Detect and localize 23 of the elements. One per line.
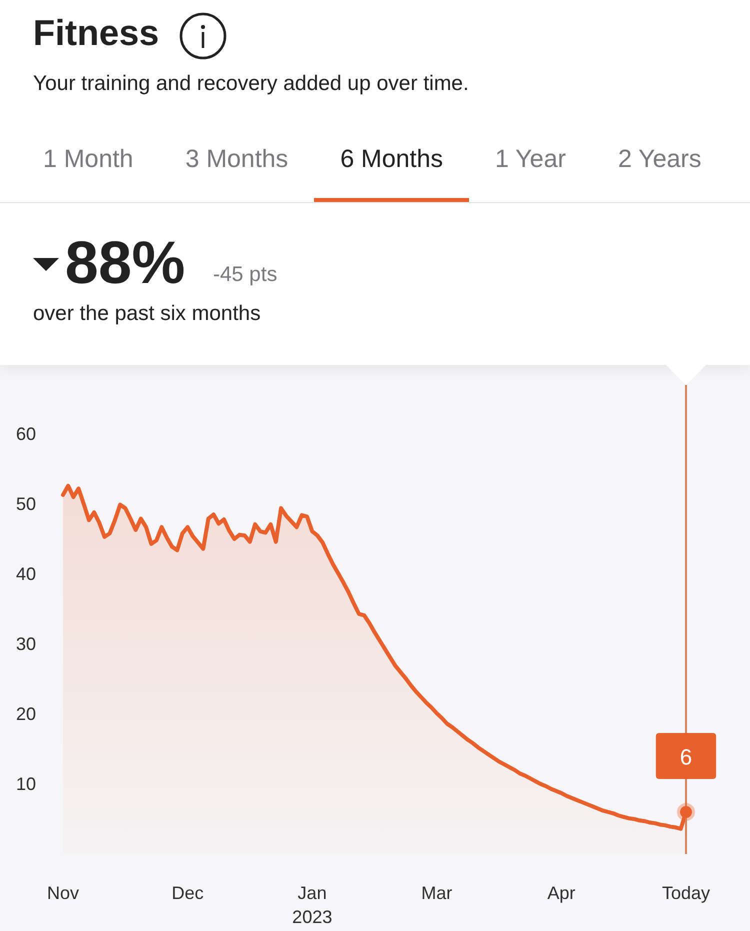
y-tick-label: 40 [16,564,36,584]
y-tick-label: 60 [16,424,36,444]
text: 6 Months [340,145,444,173]
annotation: 6 [680,744,692,770]
text: 1 Month [43,145,134,173]
x-tick-label: Apr [547,883,576,903]
x-tick-label: Jan 2023 [292,883,332,927]
chart-subtitle: Your training and recovery added up over time. [33,72,469,95]
y-tick-label: 50 [16,494,36,514]
text: -45 pts [213,263,278,286]
x-tick-label: Today [662,883,710,903]
y-tick-label: 20 [16,704,36,724]
x-tick-label: Dec [172,883,204,903]
text: 2 Years [618,145,702,173]
chart-title: Fitness [33,12,160,53]
text: 88% [65,229,186,296]
text: 3 Months [185,145,288,173]
text: 1 Year [495,145,566,173]
x-tick-label: Mar [421,883,452,903]
y-tick-label: 10 [16,774,36,794]
x-tick-label: Nov [46,883,80,903]
y-tick-label: 30 [16,634,36,654]
text: over the past six months [33,302,261,325]
